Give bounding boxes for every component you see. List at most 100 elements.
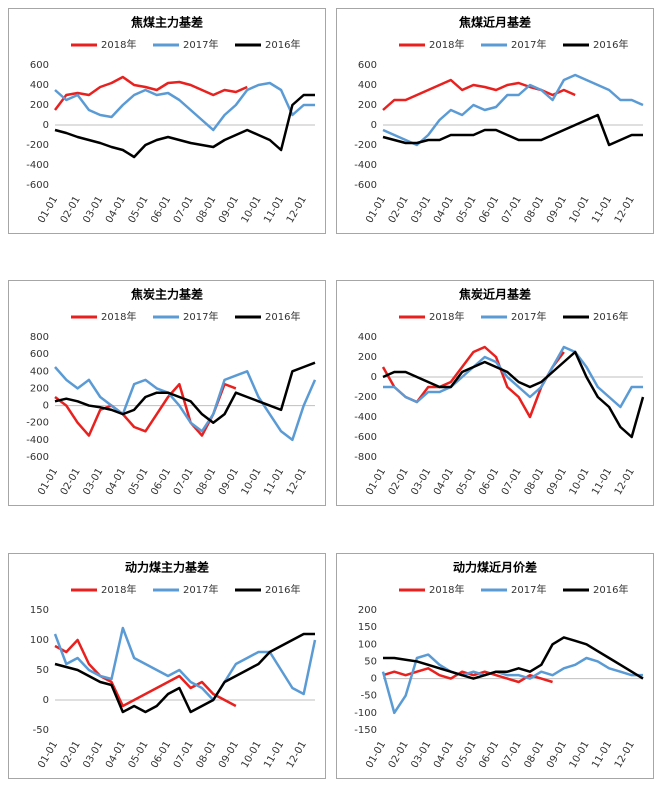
x-tick-label: 01-01	[364, 195, 388, 226]
x-tick-label: 05-01	[455, 740, 479, 771]
series-line	[382, 73, 644, 147]
x-tick-label: 06-01	[149, 195, 173, 226]
x-tick-label: 03-01	[81, 740, 105, 771]
x-tick-label: 08-01	[194, 195, 218, 226]
x-tick-label: 03-01	[409, 467, 433, 498]
y-tick-label: -200	[26, 140, 49, 151]
series-line	[54, 366, 317, 442]
x-tick-label: 07-01	[172, 195, 196, 226]
y-tick-label: 800	[30, 332, 49, 343]
x-tick-label: 12-01	[285, 195, 309, 226]
x-tick-label: 05-01	[455, 467, 479, 498]
y-tick-label: -400	[354, 412, 377, 423]
y-tick-label: 600	[30, 60, 49, 71]
x-tick-label: 11-01	[262, 740, 286, 771]
y-tick-label: -50	[33, 725, 49, 736]
legend-label: 2017年	[183, 38, 218, 51]
legend-label: 2018年	[101, 38, 136, 51]
x-tick-label: 05-01	[455, 195, 479, 226]
x-tick-label: 03-01	[409, 740, 433, 771]
x-tick-label: 04-01	[104, 467, 128, 498]
y-tick-label: 200	[358, 352, 377, 363]
x-tick-label: 01-01	[36, 195, 60, 226]
y-tick-label: 0	[371, 674, 377, 685]
series-line	[381, 345, 565, 419]
x-tick-label: 04-01	[432, 195, 456, 226]
series-line	[383, 636, 644, 680]
chart-panel: 动力煤主力基差 2018年 2017年 2016年 -50 0 50 100 150 01-01 0…	[8, 553, 326, 779]
x-tick-label: 02-01	[387, 195, 411, 226]
x-tick-label: 12-01	[285, 467, 309, 498]
x-tick-label: 05-01	[127, 467, 151, 498]
x-tick-label: 01-01	[36, 467, 60, 498]
x-tick-label: 11-01	[262, 467, 286, 498]
x-tick-label: 08-01	[522, 467, 546, 498]
x-tick-label: 06-01	[149, 467, 173, 498]
x-tick-label: 09-01	[545, 195, 569, 226]
x-tick-label: 05-01	[127, 195, 151, 226]
chart: 焦煤主力基差 2018年 2017年 2016年 -600 -400 -200 0 200 400…	[26, 15, 315, 226]
chart-panel: 动力煤近月价差 2018年 2017年 2016年 -150 -100 -50 0 50 100 1…	[336, 553, 654, 779]
y-tick-label: 0	[43, 120, 49, 131]
x-tick-label: 06-01	[149, 740, 173, 771]
legend-label: 2016年	[265, 38, 300, 51]
x-tick-label: 01-01	[364, 467, 388, 498]
x-tick-label: 09-01	[217, 467, 241, 498]
x-tick-label: 03-01	[81, 195, 105, 226]
legend-label: 2017年	[183, 583, 218, 596]
chart: 焦炭近月基差 2018年 2017年 2016年 -800 -600 -400 -200 0 20…	[354, 287, 645, 498]
chart-panel: 焦煤近月基差 2018年 2017年 2016年 -600 -400 -200 0 200 400…	[336, 8, 654, 234]
y-tick-label: -600	[26, 180, 49, 191]
y-tick-label: 100	[30, 635, 49, 646]
series-line	[54, 382, 237, 437]
series-line	[54, 93, 315, 159]
chart-panel: 焦煤主力基差 2018年 2017年 2016年 -600 -400 -200 0 200 400…	[8, 8, 326, 234]
y-tick-label: 0	[43, 695, 49, 706]
x-tick-label: 01-01	[364, 740, 388, 771]
x-tick-label: 02-01	[387, 467, 411, 498]
y-tick-label: -400	[26, 160, 49, 171]
x-tick-label: 06-01	[477, 195, 501, 226]
x-tick-label: 03-01	[81, 467, 105, 498]
chart-panel: 焦炭近月基差 2018年 2017年 2016年 -800 -600 -400 -200 0 20…	[336, 280, 654, 506]
x-tick-label: 07-01	[500, 467, 524, 498]
x-tick-label: 10-01	[568, 195, 592, 226]
x-tick-label: 08-01	[522, 195, 546, 226]
x-tick-label: 12-01	[613, 467, 637, 498]
y-tick-label: -600	[354, 432, 377, 443]
x-tick-label: 04-01	[104, 740, 128, 771]
x-tick-label: 10-01	[240, 195, 264, 226]
series-line	[382, 113, 643, 147]
y-tick-label: -400	[26, 435, 49, 446]
legend-label: 2016年	[593, 310, 628, 323]
y-tick-label: 0	[371, 120, 377, 131]
chart-title: 动力煤近月价差	[453, 560, 537, 575]
x-tick-label: 04-01	[432, 740, 456, 771]
y-tick-label: -200	[354, 392, 377, 403]
y-tick-label: 600	[30, 349, 49, 360]
y-tick-label: 400	[358, 332, 377, 343]
y-tick-label: 150	[30, 605, 49, 616]
y-tick-label: 400	[30, 80, 49, 91]
x-tick-label: 04-01	[432, 467, 456, 498]
y-tick-label: -400	[354, 160, 377, 171]
legend-label: 2018年	[429, 583, 464, 596]
y-tick-label: 400	[30, 366, 49, 377]
y-tick-label: 200	[30, 100, 49, 111]
x-tick-label: 11-01	[590, 195, 614, 226]
x-tick-label: 08-01	[522, 740, 546, 771]
x-tick-label: 10-01	[240, 467, 264, 498]
legend-label: 2017年	[183, 310, 218, 323]
x-tick-label: 10-01	[568, 467, 592, 498]
x-tick-label: 02-01	[59, 467, 83, 498]
y-tick-label: -100	[354, 708, 377, 719]
x-tick-label: 07-01	[172, 740, 196, 771]
y-tick-label: 50	[36, 665, 49, 676]
legend-label: 2016年	[265, 583, 300, 596]
chart: 焦煤近月基差 2018年 2017年 2016年 -600 -400 -200 0 200 400…	[354, 15, 644, 226]
y-tick-label: 100	[358, 639, 377, 650]
x-tick-label: 02-01	[59, 740, 83, 771]
x-tick-label: 02-01	[387, 740, 411, 771]
legend-label: 2018年	[429, 38, 464, 51]
